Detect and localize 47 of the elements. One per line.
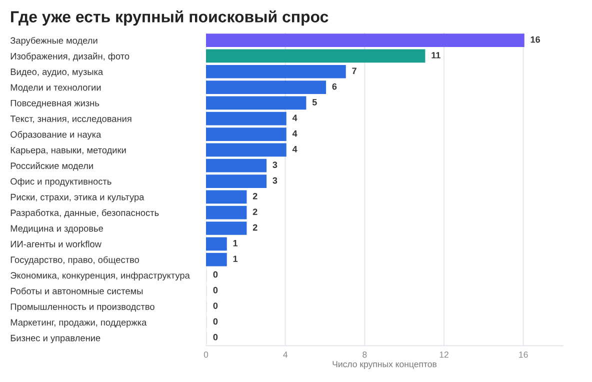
y-tick-label: Повседневная жизнь (10, 100, 100, 108)
y-tick-label: Промышленность и производство (10, 304, 154, 312)
data-label: 0 (213, 286, 218, 294)
y-tick-label: Медицина и здоровье (10, 225, 103, 234)
data-label: 1 (233, 256, 238, 262)
y-tick-label: Разработка, данные, безопасность (10, 209, 159, 218)
data-label: 0 (213, 318, 218, 325)
y-tick-label: ИИ-агенты и workflow (10, 240, 102, 248)
y-tick-label: Изображения, дизайн, фото (10, 52, 130, 62)
y-tick-label: Государство, право, общество (10, 256, 140, 265)
data-label: 11 (432, 52, 440, 58)
data-label: 3 (272, 177, 278, 184)
data-label: 16 (530, 36, 540, 43)
data-label: 1 (233, 240, 238, 246)
x-tick-label: 4 (283, 352, 288, 358)
x-tick-label: 0 (204, 351, 208, 358)
data-label: 4 (292, 114, 298, 121)
y-tick-label: Карьера, навыки, методики (10, 146, 126, 156)
y-tick-label: Бизнес и управление (10, 334, 100, 344)
data-label: 2 (252, 208, 258, 215)
y-tick-label: Риски, страхи, этика и культура (10, 194, 144, 202)
x-axis-title: Число крупных концептов (332, 361, 437, 369)
y-tick-label: Текст, знания, исследования (10, 116, 132, 124)
data-label: 3 (272, 162, 278, 168)
y-tick-label: Модели и технологии (10, 84, 101, 92)
y-tick-label: Образование и наука (10, 130, 102, 140)
data-label: 0 (213, 271, 218, 278)
y-tick-label: Российские модели (10, 162, 93, 171)
chart-title: Где уже есть крупный поисковый спрос (11, 10, 328, 26)
data-label: 0 (213, 334, 218, 340)
y-tick-label: Видео, аудио, музыка (10, 68, 104, 77)
data-label: 2 (252, 192, 258, 200)
y-tick-label: Зарубежные модели (10, 36, 98, 46)
data-label: 5 (312, 99, 317, 106)
y-tick-label: Офис и продуктивность (10, 178, 112, 186)
x-tick-label: 8 (362, 351, 367, 358)
y-tick-label: Экономика, конкуренция, инфраструктура (10, 272, 190, 280)
x-tick-label: 16 (519, 351, 528, 358)
data-label: 7 (352, 68, 356, 74)
data-label: 4 (292, 146, 298, 152)
data-label: 0 (213, 302, 218, 309)
data-label: 6 (332, 83, 337, 90)
y-tick-label: Маркетинг, продажи, поддержка (10, 319, 147, 328)
y-tick-label: Роботы и автономные системы (10, 287, 143, 294)
data-label: 4 (292, 130, 298, 137)
x-tick-label: 12 (440, 351, 448, 358)
data-label: 2 (252, 224, 258, 231)
